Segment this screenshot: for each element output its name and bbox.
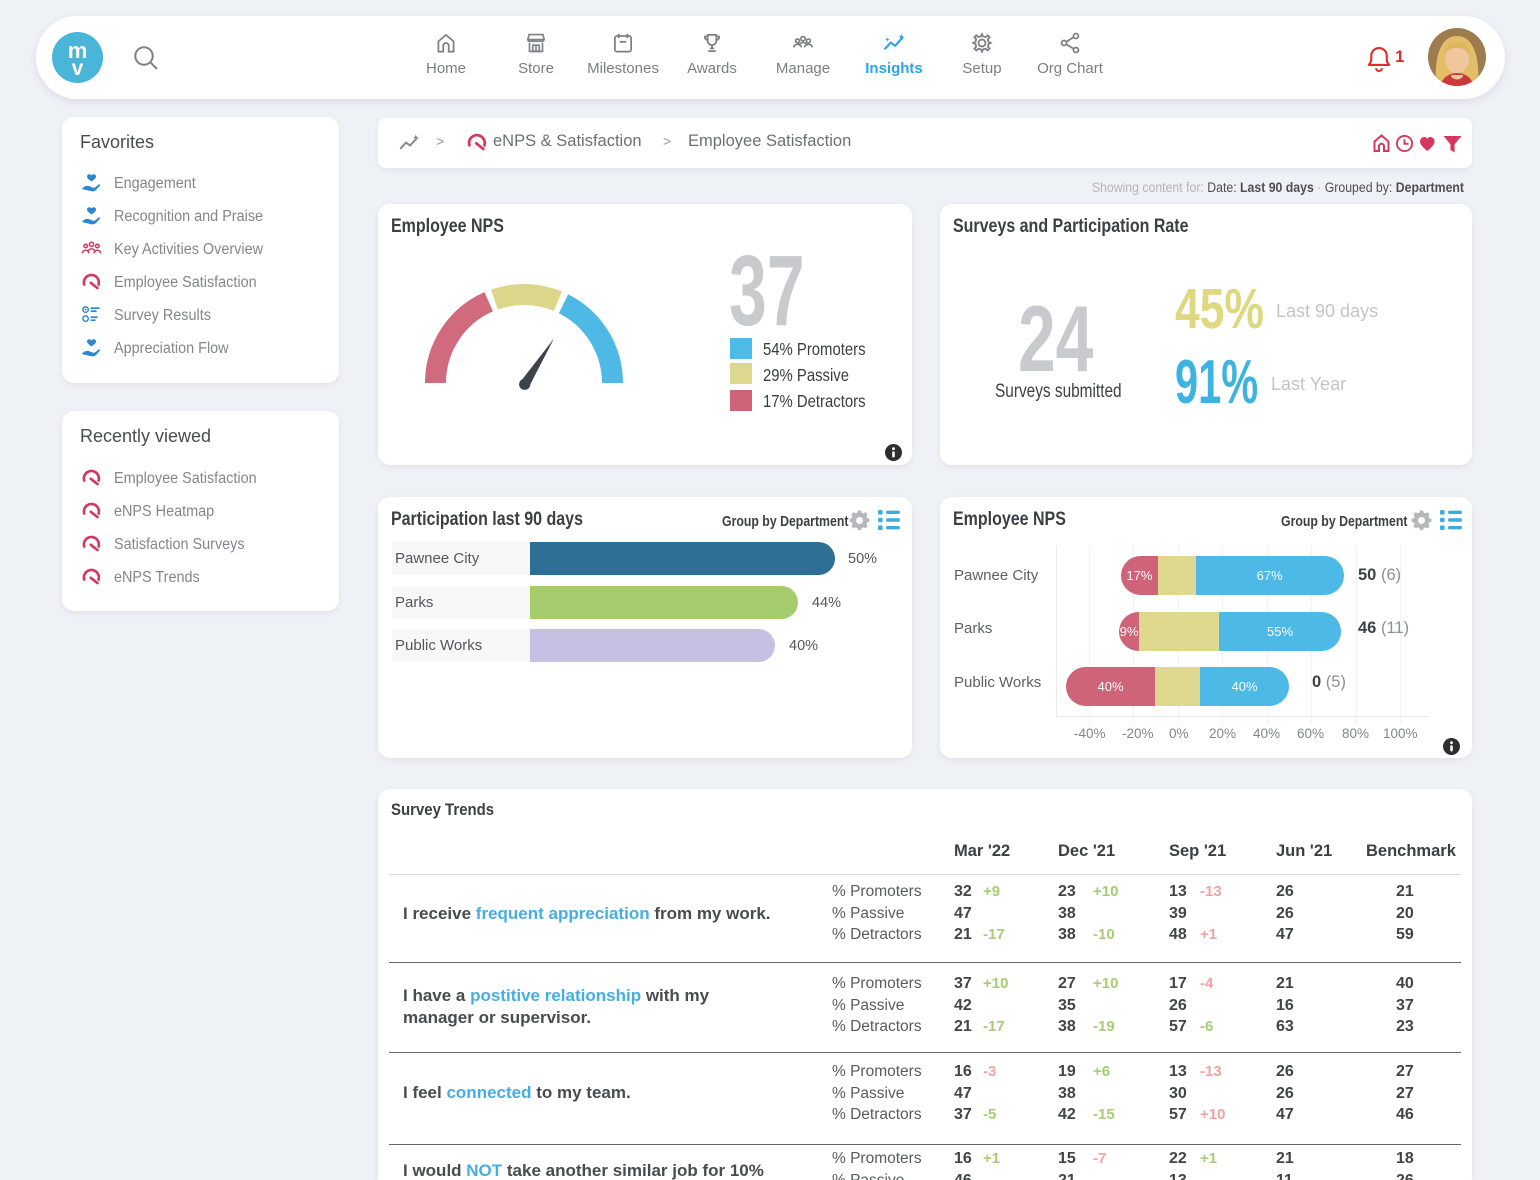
svg-text:m: m: [68, 38, 88, 63]
svg-text:v: v: [72, 57, 84, 80]
